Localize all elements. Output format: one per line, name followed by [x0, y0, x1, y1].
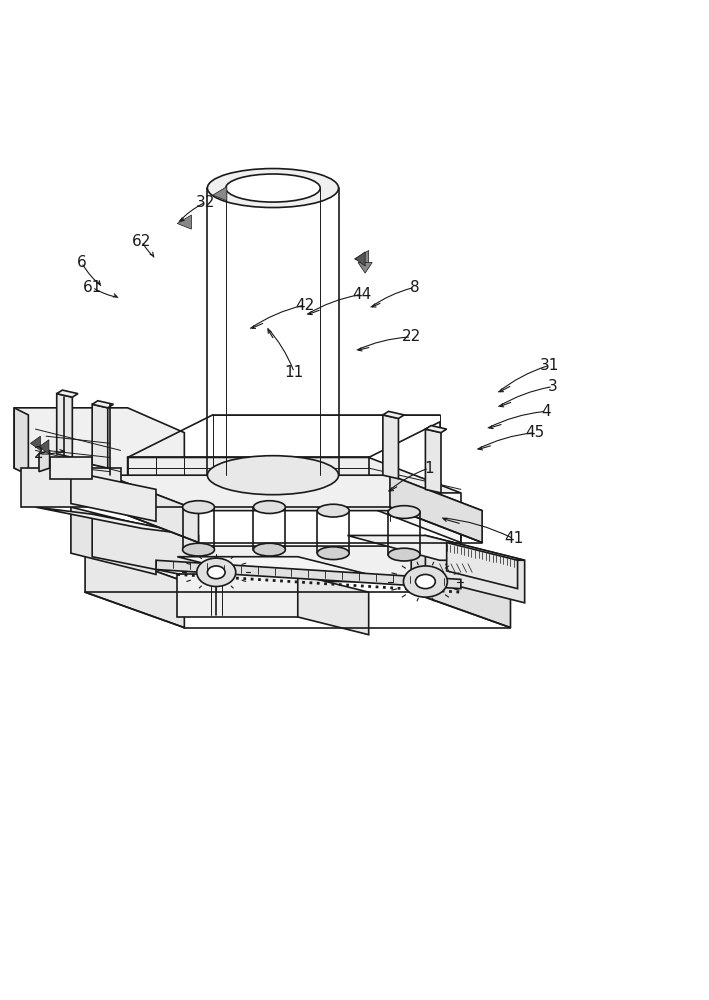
Polygon shape	[390, 475, 482, 543]
Polygon shape	[39, 440, 49, 454]
Ellipse shape	[254, 501, 285, 513]
Polygon shape	[347, 535, 525, 560]
Ellipse shape	[183, 543, 214, 556]
Polygon shape	[128, 457, 461, 493]
Polygon shape	[39, 450, 50, 472]
Text: 31: 31	[540, 358, 559, 373]
Polygon shape	[30, 436, 40, 450]
Polygon shape	[92, 404, 108, 468]
Polygon shape	[156, 560, 461, 589]
Text: 42: 42	[295, 298, 315, 313]
Text: 61: 61	[82, 280, 102, 295]
Text: 62: 62	[132, 234, 152, 249]
Polygon shape	[177, 574, 298, 617]
Ellipse shape	[317, 547, 349, 560]
Text: 1: 1	[424, 461, 434, 476]
Polygon shape	[425, 426, 447, 433]
Polygon shape	[85, 546, 510, 582]
Ellipse shape	[415, 574, 435, 589]
Text: 32: 32	[196, 195, 216, 210]
Polygon shape	[14, 408, 184, 489]
Polygon shape	[21, 468, 121, 507]
Polygon shape	[57, 394, 72, 457]
Polygon shape	[383, 415, 398, 479]
Polygon shape	[14, 408, 28, 475]
Ellipse shape	[317, 504, 349, 517]
Polygon shape	[92, 514, 199, 578]
Ellipse shape	[207, 566, 225, 579]
Polygon shape	[177, 557, 369, 574]
Polygon shape	[92, 401, 113, 408]
Polygon shape	[128, 486, 461, 543]
Text: 6: 6	[77, 255, 86, 270]
Polygon shape	[355, 252, 365, 266]
Polygon shape	[57, 390, 78, 397]
Polygon shape	[177, 215, 191, 229]
Ellipse shape	[403, 566, 447, 597]
Polygon shape	[425, 535, 525, 603]
Polygon shape	[383, 411, 404, 418]
Text: 11: 11	[284, 365, 304, 380]
Polygon shape	[35, 507, 199, 535]
Polygon shape	[106, 475, 199, 543]
Polygon shape	[106, 475, 482, 511]
Ellipse shape	[254, 543, 285, 556]
Polygon shape	[213, 187, 227, 201]
Polygon shape	[50, 457, 92, 479]
Polygon shape	[425, 429, 441, 493]
Ellipse shape	[208, 169, 339, 208]
Text: 41: 41	[504, 531, 524, 546]
Ellipse shape	[225, 174, 320, 202]
Polygon shape	[85, 546, 184, 628]
Text: 22: 22	[401, 329, 421, 344]
Text: 44: 44	[352, 287, 372, 302]
Polygon shape	[411, 546, 510, 628]
Text: 45: 45	[525, 425, 545, 440]
Ellipse shape	[208, 456, 339, 495]
Polygon shape	[71, 472, 156, 521]
Polygon shape	[358, 262, 372, 273]
Polygon shape	[447, 543, 518, 589]
Text: 8: 8	[410, 280, 420, 295]
Ellipse shape	[183, 501, 214, 513]
Polygon shape	[354, 250, 369, 265]
Ellipse shape	[388, 548, 420, 561]
Ellipse shape	[196, 558, 235, 586]
Text: 2: 2	[34, 446, 44, 461]
Ellipse shape	[388, 506, 420, 518]
Text: 3: 3	[548, 379, 558, 394]
Polygon shape	[298, 574, 369, 635]
Text: 4: 4	[541, 404, 551, 419]
Polygon shape	[71, 507, 156, 574]
